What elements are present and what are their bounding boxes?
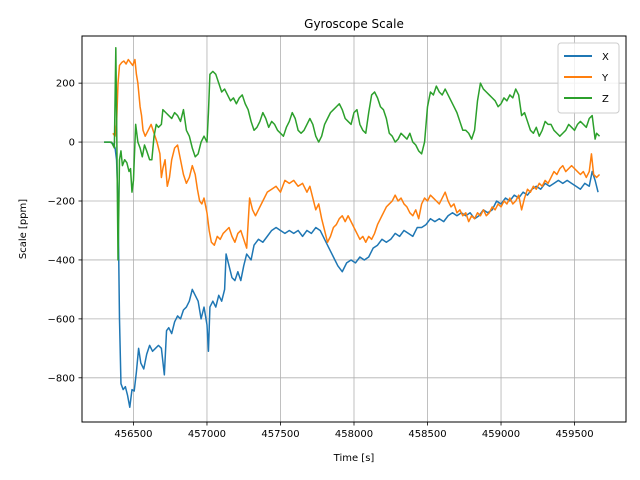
x-tick-label: 457000 [188, 429, 226, 440]
y-axis-label: Scale [ppm] [18, 199, 29, 259]
grid-lines [82, 36, 626, 422]
x-tick-label: 459000 [482, 429, 520, 440]
legend-label-z: Z [602, 94, 609, 105]
x-axis-ticks: 456500 457000 457500 458000 458500 459000 4595… [114, 422, 594, 440]
y-tick-label: 200 [56, 79, 75, 90]
x-tick-label: 457500 [261, 429, 299, 440]
x-tick-label: 458000 [335, 429, 373, 440]
legend-label-x: X [602, 52, 609, 63]
y-tick-label: 0 [69, 138, 75, 149]
y-tick-label: −800 [48, 373, 75, 384]
x-axis-label: Time [s] [333, 453, 375, 464]
x-tick-label: 456500 [114, 429, 152, 440]
y-tick-label: −200 [48, 197, 75, 208]
series-line-z [104, 47, 601, 261]
legend: X Y Z [557, 42, 620, 114]
x-tick-label: 459500 [555, 429, 593, 440]
y-tick-label: −400 [48, 255, 75, 266]
x-tick-label: 458500 [408, 429, 446, 440]
chart-title: Gyroscope Scale [304, 17, 404, 31]
y-axis-ticks: −800 −600 −400 −200 0 200 [48, 79, 82, 384]
series-layer [104, 47, 601, 409]
legend-label-y: Y [601, 73, 609, 84]
series-line-y [112, 58, 601, 249]
y-tick-label: −600 [48, 314, 75, 325]
